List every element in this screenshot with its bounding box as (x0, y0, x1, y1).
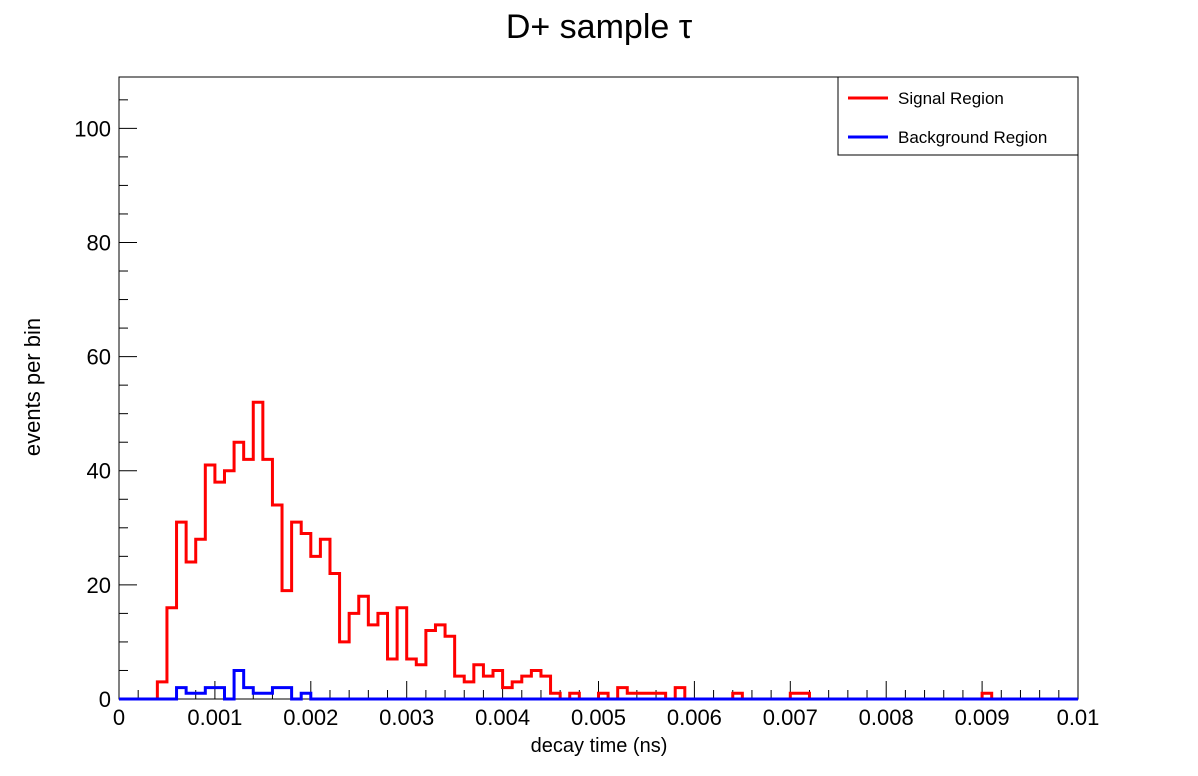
y-axis-ticks (119, 99, 137, 700)
plot-frame (118, 76, 1079, 700)
x-tick-label: 0.006 (667, 705, 722, 730)
y-tick-label: 60 (87, 345, 111, 370)
x-tick-label: 0.007 (763, 705, 818, 730)
x-tick-label: 0.01 (1057, 705, 1100, 730)
x-tick-label: 0.002 (283, 705, 338, 730)
y-axis-label: events per bin (20, 318, 45, 456)
x-axis-label: decay time (ns) (531, 735, 668, 757)
y-tick-label: 100 (74, 116, 111, 141)
x-tick-label: 0.003 (379, 705, 434, 730)
series-line-signal (119, 400, 1078, 701)
x-tick-label: 0.009 (955, 705, 1010, 730)
y-axis-tick-labels: 0 20 40 60 80 100 (74, 116, 111, 712)
y-tick-label: 80 (87, 230, 111, 255)
x-tick-label: 0.001 (187, 705, 242, 730)
series-line-background (119, 668, 1078, 701)
y-tick-label: 0 (99, 687, 111, 712)
x-axis-tick-labels: 0 0.001 0.002 0.003 0.004 0.005 0.006 0.007 0.00… (113, 705, 1100, 730)
x-tick-label: 0.005 (571, 705, 626, 730)
legend-box (837, 76, 1079, 156)
plot-area (118, 76, 1079, 700)
y-tick-label: 40 (87, 459, 111, 484)
legend-label-background: Background Region (898, 128, 1047, 147)
x-tick-label: 0.004 (475, 705, 530, 730)
series-layer (119, 400, 1078, 701)
y-tick-label: 20 (87, 573, 111, 598)
legend: Signal Region Background Region (837, 76, 1079, 156)
x-tick-label: 0.008 (859, 705, 914, 730)
chart-title: D+ sample τ (506, 8, 693, 46)
legend-label-signal: Signal Region (898, 89, 1004, 108)
x-tick-label: 0 (113, 705, 125, 730)
